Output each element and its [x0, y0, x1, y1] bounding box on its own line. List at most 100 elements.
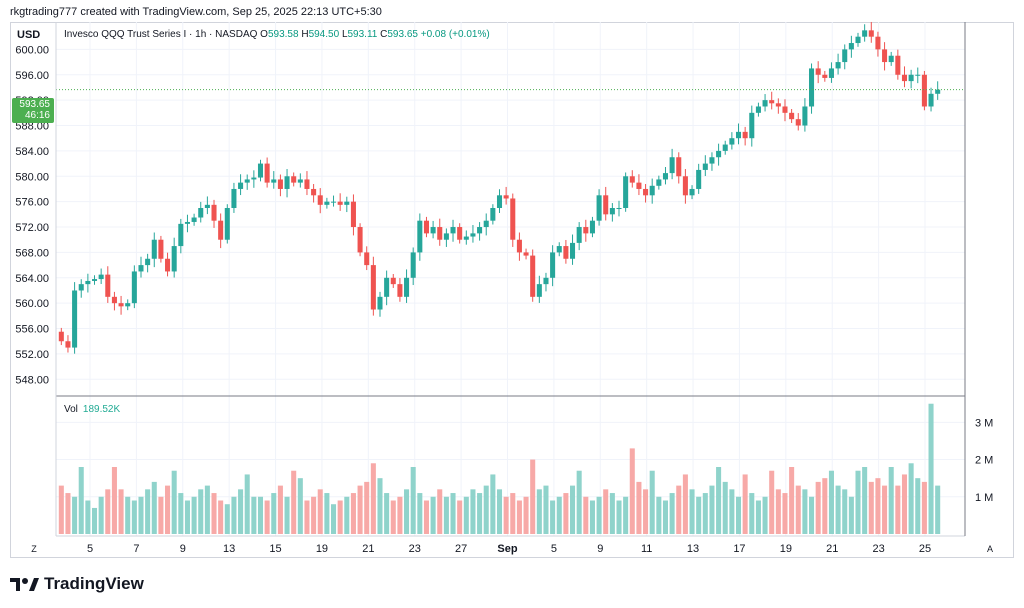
volume-bar: [643, 489, 649, 534]
volume-bar: [702, 493, 708, 534]
candle-body: [828, 68, 834, 78]
tradingview-logo[interactable]: TradingView: [10, 574, 144, 594]
chart-caption: rkgtrading777 created with TradingView.c…: [10, 6, 382, 18]
candle-body: [443, 233, 449, 240]
volume-bar: [755, 500, 761, 534]
y-tick-label: 548.00: [15, 374, 49, 386]
volume-bar: [91, 507, 98, 534]
series-legend[interactable]: Invesco QQQ Trust Series I · 1h · NASDAQ…: [64, 29, 490, 40]
volume-bar: [735, 496, 742, 534]
x-tick-label: 11: [641, 543, 652, 555]
candle-body: [496, 195, 503, 208]
candle-body: [835, 62, 841, 69]
volume-bar: [749, 493, 755, 534]
volume-bar: [550, 500, 556, 534]
volume-bar: [344, 496, 350, 534]
candle-body: [457, 227, 463, 240]
volume-bar: [709, 485, 715, 534]
volume-legend[interactable]: Vol 189.52K: [64, 404, 120, 415]
x-tick-label: 21: [362, 543, 374, 555]
candle-body: [516, 239, 522, 253]
candle-body: [583, 227, 589, 234]
candle-body: [662, 173, 669, 180]
volume-bar: [437, 489, 443, 534]
candle-body: [623, 176, 629, 208]
x-tick-label: Sep: [497, 543, 517, 555]
volume-bar: [862, 467, 868, 534]
candle-body: [91, 279, 98, 281]
x-tick-label: 13: [687, 543, 699, 555]
volume-bar: [291, 470, 297, 534]
volume-bar: [603, 489, 609, 534]
candle-body: [423, 220, 429, 234]
x-tick-label: 25: [919, 543, 931, 555]
volume-bar: [689, 489, 695, 534]
volume-bar: [822, 478, 828, 534]
volume-bar: [404, 489, 410, 534]
y-tick-label: 552.00: [15, 349, 49, 361]
volume-bar: [769, 470, 775, 534]
candle-body: [65, 341, 71, 348]
volume-bar: [888, 467, 894, 534]
volume-bar: [72, 496, 78, 534]
close-label: C: [380, 29, 388, 40]
candle-body: [111, 296, 117, 304]
candle-body: [105, 274, 111, 297]
volume-bar: [330, 504, 337, 534]
candle-body: [72, 290, 78, 348]
x-tick-label: 21: [826, 543, 838, 555]
candle-body: [510, 198, 516, 240]
volume-bar: [397, 496, 403, 534]
volume-bar: [901, 474, 908, 534]
candle-body: [311, 188, 317, 196]
volume-bar: [198, 489, 204, 534]
candle-body: [377, 296, 383, 310]
volume-bar: [184, 500, 190, 534]
symbol-name[interactable]: Invesco QQQ Trust Series I · 1h · NASDAQ: [64, 29, 258, 40]
candle-body: [85, 280, 91, 285]
volume-bar: [530, 459, 536, 534]
tradingview-logo-icon: [10, 578, 39, 591]
candle-body: [676, 157, 682, 177]
volume-bar: [297, 478, 303, 534]
candle-body: [417, 220, 423, 253]
candle-body: [324, 201, 330, 205]
candle-body: [138, 265, 144, 272]
volume-bar: [563, 493, 569, 534]
candle-body: [503, 195, 509, 199]
volume-bar: [145, 489, 151, 534]
volume-bar: [105, 489, 111, 534]
volume-bar: [165, 485, 171, 534]
candle-body: [523, 252, 529, 256]
candle-body: [390, 277, 396, 285]
volume-bar: [390, 500, 396, 534]
candle-body: [178, 223, 184, 247]
volume-bar: [596, 496, 602, 534]
candle-body: [184, 221, 190, 224]
zoom-button[interactable]: Z: [31, 544, 37, 554]
candle-body: [244, 179, 250, 183]
candle-body: [536, 284, 542, 297]
x-tick-label: 9: [180, 543, 186, 555]
currency-label[interactable]: USD: [17, 29, 41, 41]
auto-scale-button[interactable]: A: [986, 544, 993, 554]
candle-body: [729, 138, 735, 145]
volume-bar: [118, 489, 124, 534]
y-tick-label: 584.00: [15, 146, 49, 158]
volume-bar: [350, 493, 356, 534]
volume-bar: [935, 485, 941, 534]
chart-frame: [10, 22, 1014, 558]
candle-body: [862, 30, 868, 37]
volume-bar: [470, 489, 476, 534]
volume-tick-label: 1 M: [975, 492, 993, 504]
candle-body: [742, 131, 748, 139]
candle-body: [231, 188, 237, 208]
volume-bar: [835, 485, 841, 534]
volume-axis: 1 M 2 M 3 M: [975, 417, 993, 503]
volume-bar: [284, 496, 290, 534]
volume-bar: [443, 496, 449, 534]
x-tick-label: 23: [409, 543, 421, 555]
candle-body: [317, 195, 323, 205]
candle-body: [264, 163, 270, 183]
